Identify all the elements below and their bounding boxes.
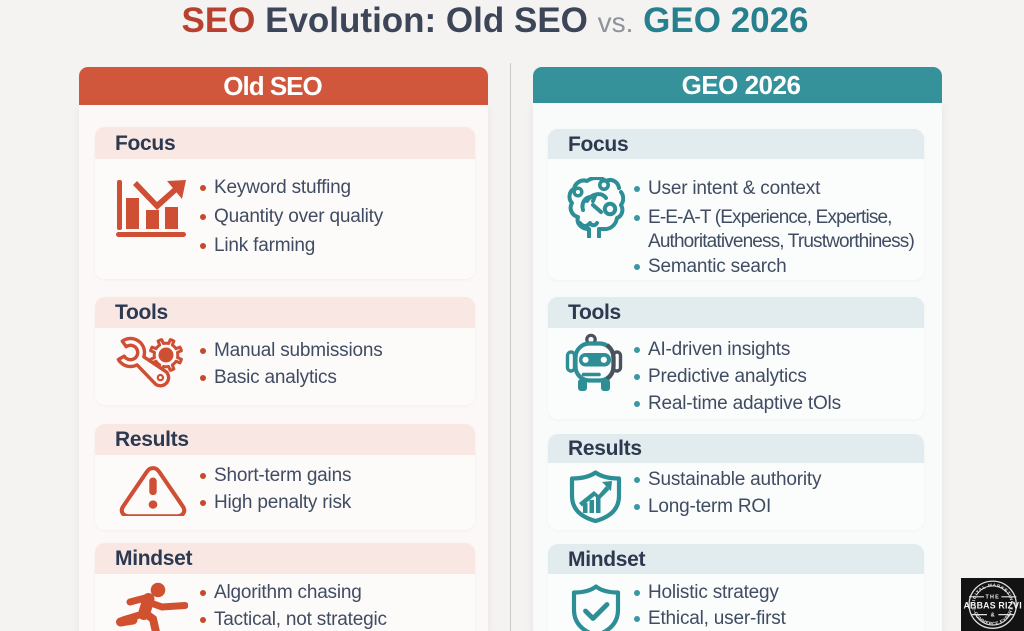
svg-text:THE: THE [986,595,1000,601]
svg-text:&: & [991,613,995,619]
svg-text:ABBAS RIZVI: ABBAS RIZVI [963,601,1021,611]
